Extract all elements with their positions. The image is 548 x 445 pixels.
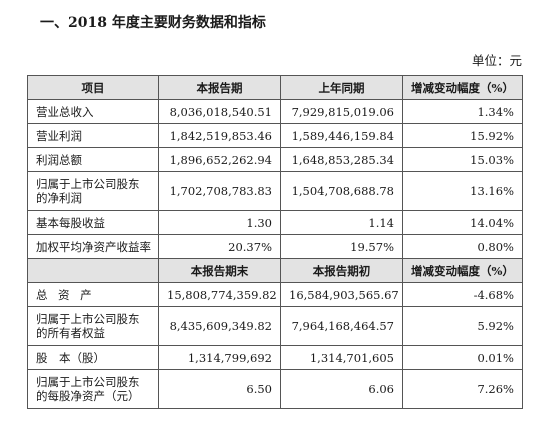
table-row: 营业总收入 8,036,018,540.51 7,929,815,019.06 … [27, 99, 523, 124]
column-header-change: 增减变动幅度（%） [402, 75, 523, 100]
row-label-text: 总 资 产 [36, 287, 96, 302]
table-row: 股 本（股） 1,314,799,692 1,314,701,605 0.01% [27, 345, 523, 370]
row-label: 归属于上市公司股东的净利润 [27, 171, 159, 211]
current-value: 20.37% [158, 234, 281, 259]
current-value: 6.50 [158, 369, 281, 409]
row-label: 加权平均净资产收益率 [27, 234, 159, 259]
column-header-change: 增减变动幅度（%） [402, 258, 523, 283]
previous-value: 6.06 [280, 369, 403, 409]
table-row: 归属于上市公司股东的所有者权益 8,435,609,349.82 7,964,1… [27, 306, 523, 346]
unit-label: 单位：元 [471, 53, 522, 68]
change-value: 15.03% [402, 147, 523, 172]
previous-value: 1,648,853,285.34 [280, 147, 403, 172]
financial-data-table: 项目 本报告期 上年同期 增减变动幅度（%） 营业总收入 8,036,018,5… [27, 75, 523, 409]
previous-value: 19.57% [280, 234, 403, 259]
table-header-row: 项目 本报告期 上年同期 增减变动幅度（%） [27, 75, 523, 100]
row-label: 归属于上市公司股东的所有者权益 [27, 306, 159, 346]
row-label: 营业总收入 [27, 99, 159, 124]
row-label: 基本每股收益 [27, 210, 159, 235]
change-value: 0.01% [402, 345, 523, 370]
table-row: 基本每股收益 1.30 1.14 14.04% [27, 210, 523, 235]
current-value: 1,702,708,783.83 [158, 171, 281, 211]
previous-value: 1,589,446,159.84 [280, 123, 403, 148]
table-subheader-row: 本报告期末 本报告期初 增减变动幅度（%） [27, 258, 523, 283]
current-value: 1,842,519,853.46 [158, 123, 281, 148]
column-header-current-period: 本报告期 [158, 75, 281, 100]
change-value: 15.92% [402, 123, 523, 148]
previous-value: 7,929,815,019.06 [280, 99, 403, 124]
table-row: 营业利润 1,842,519,853.46 1,589,446,159.84 1… [27, 123, 523, 148]
table-row: 总 资 产 15,808,774,359.82 16,584,903,565.6… [27, 282, 523, 307]
table-row: 利润总额 1,896,652,262.94 1,648,853,285.34 1… [27, 147, 523, 172]
row-label: 股 本（股） [27, 345, 159, 370]
change-value: 0.80% [402, 234, 523, 259]
row-label: 利润总额 [27, 147, 159, 172]
section-heading: 一、2018 年度主要财务数据和指标 [40, 15, 266, 31]
change-value: -4.68% [402, 282, 523, 307]
column-header-previous-period: 上年同期 [280, 75, 403, 100]
table-row: 加权平均净资产收益率 20.37% 19.57% 0.80% [27, 234, 523, 259]
column-header-blank [27, 258, 159, 283]
change-value: 14.04% [402, 210, 523, 235]
column-header-period-start: 本报告期初 [280, 258, 403, 283]
row-label: 总 资 产 [27, 282, 159, 307]
previous-value: 1,314,701,605 [280, 345, 403, 370]
previous-value: 16,584,903,565.67 [280, 282, 403, 307]
column-header-item: 项目 [27, 75, 159, 100]
previous-value: 1.14 [280, 210, 403, 235]
change-value: 1.34% [402, 99, 523, 124]
current-value: 8,435,609,349.82 [158, 306, 281, 346]
change-value: 13.16% [402, 171, 523, 211]
current-value: 8,036,018,540.51 [158, 99, 281, 124]
column-header-period-end: 本报告期末 [158, 258, 281, 283]
row-label: 归属于上市公司股东的每股净资产（元） [27, 369, 159, 409]
change-value: 7.26% [402, 369, 523, 409]
current-value: 1,314,799,692 [158, 345, 281, 370]
current-value: 15,808,774,359.82 [158, 282, 281, 307]
previous-value: 7,964,168,464.57 [280, 306, 403, 346]
current-value: 1,896,652,262.94 [158, 147, 281, 172]
previous-value: 1,504,708,688.78 [280, 171, 403, 211]
table-row: 归属于上市公司股东的净利润 1,702,708,783.83 1,504,708… [27, 171, 523, 211]
current-value: 1.30 [158, 210, 281, 235]
change-value: 5.92% [402, 306, 523, 346]
row-label: 营业利润 [27, 123, 159, 148]
table-row: 归属于上市公司股东的每股净资产（元） 6.50 6.06 7.26% [27, 369, 523, 409]
